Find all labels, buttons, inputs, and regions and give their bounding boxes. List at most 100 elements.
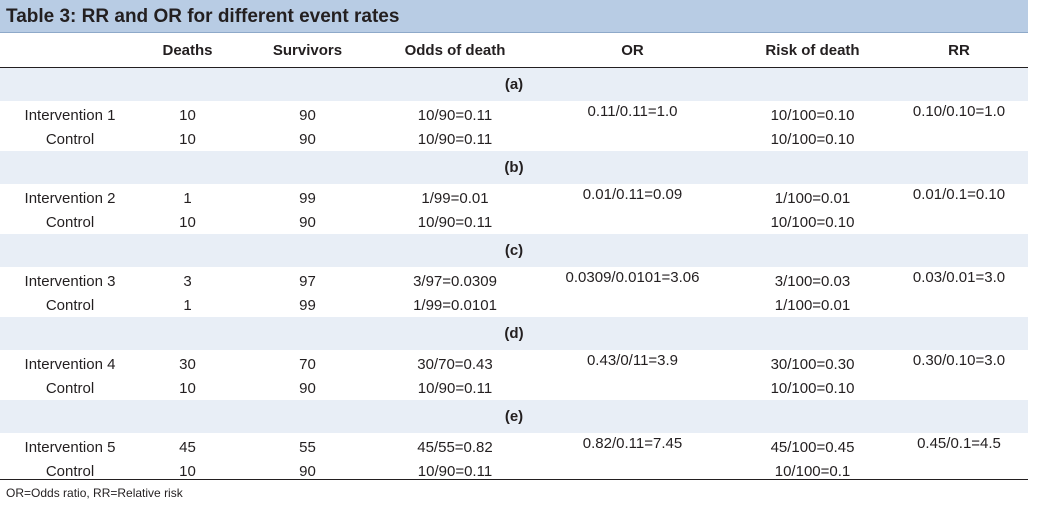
odds-cell: 10/90=0.11 xyxy=(417,130,493,148)
group-label-row: (d) xyxy=(0,317,1028,350)
survivors-cell: 90 xyxy=(299,462,316,480)
table-row: Intervention 2 1 99 1/99=0.01 0.01/0.11=… xyxy=(0,184,1028,210)
group-label: (c) xyxy=(0,234,1028,267)
row-name: Control xyxy=(45,462,95,480)
survivors-cell: 55 xyxy=(299,438,316,456)
or-cell xyxy=(530,210,735,234)
deaths-cell: 30 xyxy=(179,355,196,373)
risk-cell: 10/100=0.1 xyxy=(774,462,851,480)
survivors-cell: 99 xyxy=(299,296,316,314)
table-row: Control 10 90 10/90=0.11 10/100=0.10 xyxy=(0,127,1028,151)
rr-cell xyxy=(890,210,1028,234)
deaths-cell: 3 xyxy=(183,272,192,290)
header-row: Deaths Survivors Odds of death OR Risk o… xyxy=(0,33,1028,68)
deaths-cell: 10 xyxy=(179,106,196,124)
or-cell: 0.01/0.11=0.09 xyxy=(582,186,683,203)
header-rr: RR xyxy=(890,33,1028,68)
rr-cell xyxy=(890,293,1028,317)
header-or: OR xyxy=(530,33,735,68)
or-cell xyxy=(530,376,735,400)
results-table: Deaths Survivors Odds of death OR Risk o… xyxy=(0,33,1028,483)
survivors-cell: 90 xyxy=(299,213,316,231)
or-cell: 0.0309/0.0101=3.06 xyxy=(565,269,700,286)
rr-cell xyxy=(890,127,1028,151)
row-name: Control xyxy=(45,296,95,314)
odds-cell: 3/97=0.0309 xyxy=(413,272,497,290)
table-row: Control 10 90 10/90=0.11 10/100=0.10 xyxy=(0,376,1028,400)
risk-cell: 1/100=0.01 xyxy=(774,189,851,207)
table-row: Control 10 90 10/90=0.11 10/100=0.1 xyxy=(0,459,1028,483)
or-cell: 0.11/0.11=1.0 xyxy=(587,103,678,120)
deaths-cell: 10 xyxy=(179,462,196,480)
row-name: Intervention 4 xyxy=(24,355,116,373)
survivors-cell: 70 xyxy=(299,355,316,373)
table-row: Control 1 99 1/99=0.0101 1/100=0.01 xyxy=(0,293,1028,317)
deaths-cell: 45 xyxy=(179,438,196,456)
row-name: Intervention 2 xyxy=(24,189,116,207)
rr-cell: 0.03/0.01=3.0 xyxy=(912,269,1006,286)
or-cell xyxy=(530,127,735,151)
survivors-cell: 99 xyxy=(299,189,316,207)
odds-cell: 1/99=0.0101 xyxy=(413,296,497,314)
group-d: (d) Intervention 4 30 70 30/70=0.43 0.43… xyxy=(0,317,1028,400)
odds-cell: 1/99=0.01 xyxy=(421,189,489,207)
header-survivors: Survivors xyxy=(235,33,380,68)
or-cell: 0.82/0.11=7.45 xyxy=(582,435,683,452)
risk-cell: 3/100=0.03 xyxy=(774,272,851,290)
deaths-cell: 10 xyxy=(179,130,196,148)
odds-cell: 10/90=0.11 xyxy=(417,213,493,231)
odds-cell: 10/90=0.11 xyxy=(417,379,493,397)
row-name: Intervention 3 xyxy=(24,272,116,290)
table-row: Control 10 90 10/90=0.11 10/100=0.10 xyxy=(0,210,1028,234)
rr-cell: 0.45/0.1=4.5 xyxy=(917,435,1001,452)
header-risk-of-death: Risk of death xyxy=(735,33,890,68)
odds-cell: 45/55=0.82 xyxy=(417,438,493,456)
deaths-cell: 10 xyxy=(179,213,196,231)
table-row: Intervention 3 3 97 3/97=0.0309 0.0309/0… xyxy=(0,267,1028,293)
header-label xyxy=(0,33,140,68)
table-row: Intervention 4 30 70 30/70=0.43 0.43/0/1… xyxy=(0,350,1028,376)
survivors-cell: 90 xyxy=(299,106,316,124)
survivors-cell: 97 xyxy=(299,272,316,290)
rr-cell xyxy=(890,376,1028,400)
survivors-cell: 90 xyxy=(299,130,316,148)
row-name: Control xyxy=(45,379,95,397)
group-label: (d) xyxy=(0,317,1028,350)
deaths-cell: 10 xyxy=(179,379,196,397)
group-label-row: (c) xyxy=(0,234,1028,267)
row-name: Intervention 1 xyxy=(24,106,116,124)
risk-cell: 1/100=0.01 xyxy=(774,296,851,314)
group-label: (e) xyxy=(0,400,1028,433)
row-name: Intervention 5 xyxy=(24,438,116,456)
group-b: (b) Intervention 2 1 99 1/99=0.01 0.01/0… xyxy=(0,151,1028,234)
table-footnote: OR=Odds ratio, RR=Relative risk xyxy=(0,479,1028,505)
group-label-row: (b) xyxy=(0,151,1028,184)
group-a: (a) Intervention 1 10 90 10/90=0.11 0.11… xyxy=(0,67,1028,152)
risk-cell: 45/100=0.45 xyxy=(770,438,855,456)
group-c: (c) Intervention 3 3 97 3/97=0.0309 0.03… xyxy=(0,234,1028,317)
group-label-row: (e) xyxy=(0,400,1028,433)
group-label: (b) xyxy=(0,151,1028,184)
rr-cell: 0.10/0.10=1.0 xyxy=(912,103,1006,120)
deaths-cell: 1 xyxy=(183,189,192,207)
risk-cell: 10/100=0.10 xyxy=(770,213,855,231)
row-name: Control xyxy=(45,130,95,148)
rr-cell: 0.01/0.1=0.10 xyxy=(912,186,1006,203)
deaths-cell: 1 xyxy=(183,296,192,314)
odds-cell: 30/70=0.43 xyxy=(417,355,493,373)
or-cell: 0.43/0/11=3.9 xyxy=(586,352,679,369)
group-label-row: (a) xyxy=(0,67,1028,101)
rr-cell: 0.30/0.10=3.0 xyxy=(912,352,1006,369)
risk-cell: 10/100=0.10 xyxy=(770,106,855,124)
group-label: (a) xyxy=(0,67,1028,101)
odds-cell: 10/90=0.11 xyxy=(417,462,493,480)
table-row: Intervention 1 10 90 10/90=0.11 0.11/0.1… xyxy=(0,101,1028,127)
header-odds-of-death: Odds of death xyxy=(380,33,530,68)
row-name: Control xyxy=(45,213,95,231)
header-deaths: Deaths xyxy=(140,33,235,68)
table-row: Intervention 5 45 55 45/55=0.82 0.82/0.1… xyxy=(0,433,1028,459)
or-cell xyxy=(530,293,735,317)
table-title: Table 3: RR and OR for different event r… xyxy=(0,0,1028,33)
survivors-cell: 90 xyxy=(299,379,316,397)
